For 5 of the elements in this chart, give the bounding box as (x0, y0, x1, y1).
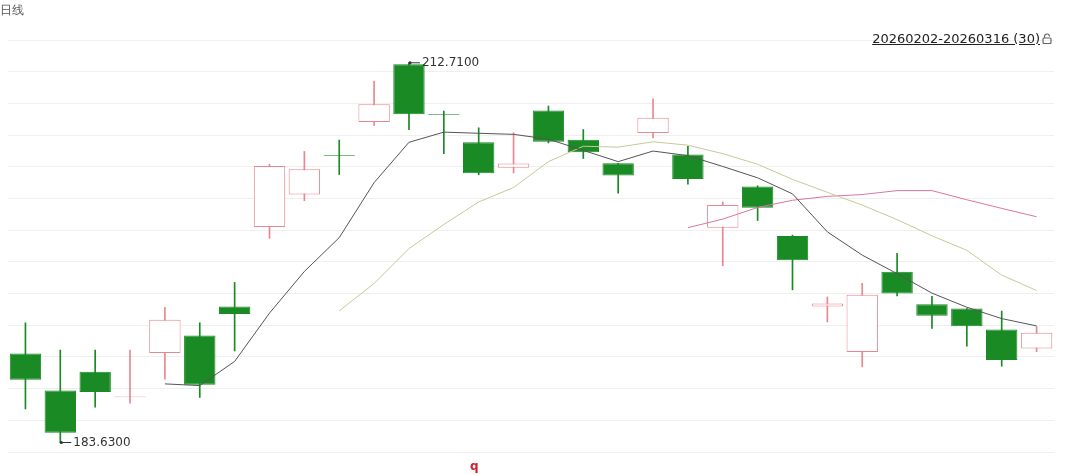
annotation: 212.7100 (421, 54, 480, 69)
chart-subtitle: 20260202-20260316 (30) (872, 31, 1040, 46)
annotation: 183.6300 (73, 434, 131, 449)
chart-title: 日线 (0, 2, 24, 19)
text: q (470, 459, 479, 473)
